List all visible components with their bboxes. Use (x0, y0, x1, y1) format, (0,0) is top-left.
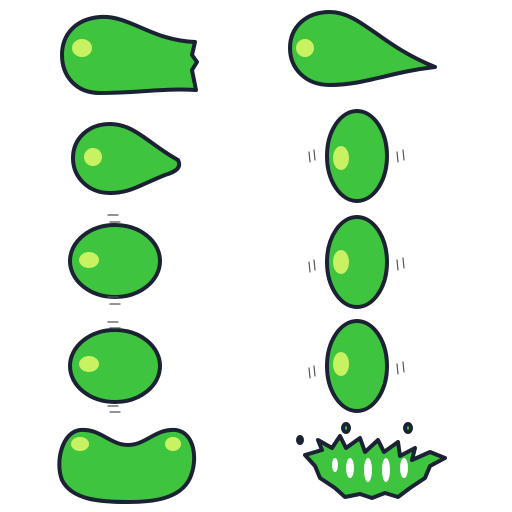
blob-tall-1 (308, 109, 405, 203)
blob-splash (296, 422, 447, 500)
blob-round-1 (68, 214, 162, 305)
blob-stretched-left (60, 14, 199, 95)
blob-squashed (57, 427, 197, 504)
blob-round-2 (68, 321, 162, 413)
blob-teardrop (71, 122, 182, 195)
blob-tall-3 (308, 319, 405, 413)
blob-stretched-right (288, 10, 437, 87)
blob-tall-2 (308, 215, 405, 309)
